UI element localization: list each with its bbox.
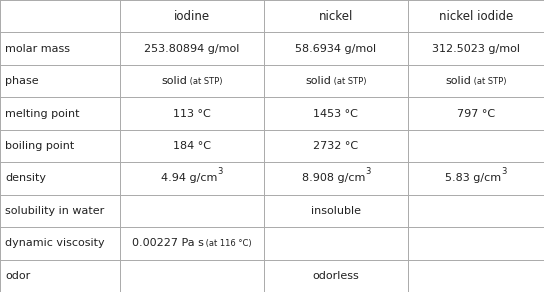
Text: 58.6934 g/mol: 58.6934 g/mol xyxy=(295,44,376,54)
Text: 797 °C: 797 °C xyxy=(457,109,495,119)
Text: 1453 °C: 1453 °C xyxy=(313,109,358,119)
Text: 8.908 g/cm: 8.908 g/cm xyxy=(301,173,365,183)
Text: odor: odor xyxy=(5,271,30,281)
Text: boiling point: boiling point xyxy=(5,141,75,151)
Text: 3: 3 xyxy=(217,167,222,176)
Text: phase: phase xyxy=(5,76,39,86)
Text: 2732 °C: 2732 °C xyxy=(313,141,358,151)
Text: dynamic viscosity: dynamic viscosity xyxy=(5,238,105,248)
Text: 5.83 g/cm: 5.83 g/cm xyxy=(445,173,502,183)
Text: nickel iodide: nickel iodide xyxy=(439,10,513,23)
Text: solid: solid xyxy=(446,76,471,86)
Text: solubility in water: solubility in water xyxy=(5,206,104,216)
Text: density: density xyxy=(5,173,46,183)
Text: (at 116 °C): (at 116 °C) xyxy=(203,239,252,248)
Text: insoluble: insoluble xyxy=(311,206,361,216)
Text: melting point: melting point xyxy=(5,109,80,119)
Text: solid: solid xyxy=(161,76,187,86)
Text: 184 °C: 184 °C xyxy=(173,141,211,151)
Text: (at STP): (at STP) xyxy=(471,77,506,86)
Text: odorless: odorless xyxy=(313,271,359,281)
Text: iodine: iodine xyxy=(174,10,210,23)
Text: 3: 3 xyxy=(365,167,370,176)
Text: nickel: nickel xyxy=(319,10,353,23)
Text: 312.5023 g/mol: 312.5023 g/mol xyxy=(432,44,520,54)
Text: solid: solid xyxy=(305,76,331,86)
Text: 253.80894 g/mol: 253.80894 g/mol xyxy=(144,44,239,54)
Text: 0.00227 Pa s: 0.00227 Pa s xyxy=(132,238,203,248)
Text: molar mass: molar mass xyxy=(5,44,70,54)
Text: (at STP): (at STP) xyxy=(187,77,222,86)
Text: 113 °C: 113 °C xyxy=(173,109,211,119)
Text: (at STP): (at STP) xyxy=(331,77,367,86)
Text: 3: 3 xyxy=(502,167,507,176)
Text: 4.94 g/cm: 4.94 g/cm xyxy=(161,173,217,183)
